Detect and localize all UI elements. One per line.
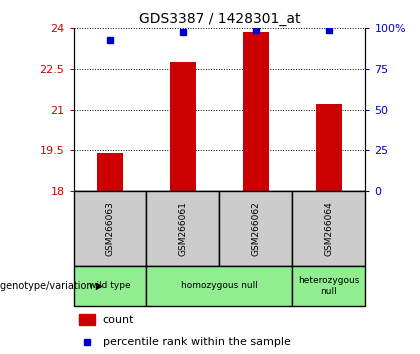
Bar [74, 266, 147, 306]
Bar [74, 191, 147, 266]
Bar [292, 266, 365, 306]
Bar [170, 62, 196, 191]
Text: genotype/variation ▶: genotype/variation ▶ [0, 281, 103, 291]
Text: homozygous null: homozygous null [181, 281, 258, 290]
Text: heterozygous
null: heterozygous null [298, 276, 360, 296]
Bar [292, 191, 365, 266]
Text: GSM266061: GSM266061 [178, 201, 187, 256]
Text: GSM266062: GSM266062 [252, 201, 260, 256]
Text: GSM266063: GSM266063 [105, 201, 115, 256]
Text: percentile rank within the sample: percentile rank within the sample [103, 337, 291, 347]
Bar [316, 104, 342, 191]
Bar [97, 153, 123, 191]
Bar [79, 314, 95, 325]
Text: count: count [103, 315, 134, 325]
Bar [147, 266, 292, 306]
Bar [147, 191, 220, 266]
Bar [220, 191, 292, 266]
Text: wild type: wild type [89, 281, 131, 290]
Bar [243, 32, 269, 191]
Title: GDS3387 / 1428301_at: GDS3387 / 1428301_at [139, 12, 300, 26]
Text: GSM266064: GSM266064 [324, 201, 333, 256]
